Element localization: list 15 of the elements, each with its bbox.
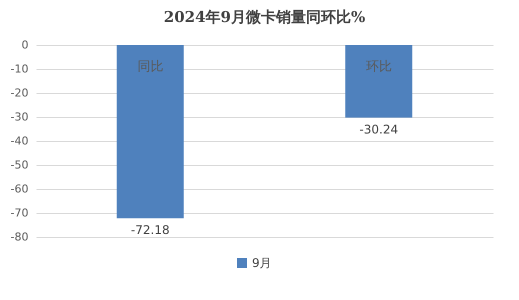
y-tick-label: -30 xyxy=(10,110,28,124)
data-label: -72.18 xyxy=(130,223,170,238)
y-tick-label: -20 xyxy=(10,86,28,100)
y-tick-label: 0 xyxy=(22,38,28,52)
y-tick-label: -40 xyxy=(10,134,28,148)
y-tick-label: -50 xyxy=(10,158,28,172)
y-tick-label: -10 xyxy=(10,62,28,76)
legend-label: 9月 xyxy=(252,256,272,270)
chart-title: 2024年9月微卡销量同环比% xyxy=(164,8,366,26)
y-tick-label: -60 xyxy=(10,182,28,196)
x-tick-label: 同比 xyxy=(137,60,164,74)
x-tick-label: 环比 xyxy=(366,60,392,74)
y-tick-label: -80 xyxy=(10,230,28,244)
y-tick-label: -70 xyxy=(10,206,28,220)
data-label: -30.24 xyxy=(359,122,398,137)
